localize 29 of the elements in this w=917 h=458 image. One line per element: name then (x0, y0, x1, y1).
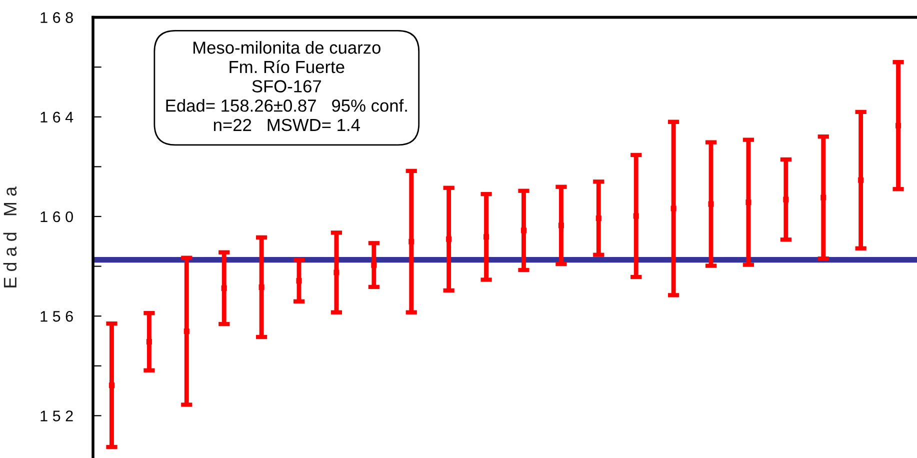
annotation: Meso-milonita de cuarzo Fm. Río Fuerte SFO-167 Edad= 158.26±0.87 95% conf. n=22 MSWD= 1.4 (166, 41, 407, 132)
point (820, 194, 826, 200)
point (296, 278, 302, 284)
point (746, 200, 752, 206)
point (895, 122, 902, 128)
point (184, 328, 190, 334)
point (596, 215, 602, 222)
point (633, 213, 639, 219)
point (108, 382, 115, 388)
y-tick-label: 1 6 4 (40, 112, 74, 123)
y-tick-label: 1 5 6 (40, 310, 73, 322)
point (670, 206, 676, 212)
point (858, 177, 864, 183)
point (708, 201, 714, 207)
point (483, 234, 490, 240)
point (334, 270, 340, 276)
y-axis-title: E d a d M a (3, 186, 17, 288)
point (520, 228, 527, 234)
point (446, 236, 452, 242)
point (146, 338, 152, 345)
point (371, 262, 377, 268)
y-tick-label: 1 5 2 (40, 410, 73, 422)
point (408, 238, 414, 244)
point (221, 285, 227, 291)
y-tick-label: 1 6 8 (40, 12, 73, 23)
point (783, 196, 789, 202)
point (258, 284, 264, 290)
point (558, 222, 564, 228)
y-tick-label: 1 6 0 (40, 211, 73, 222)
